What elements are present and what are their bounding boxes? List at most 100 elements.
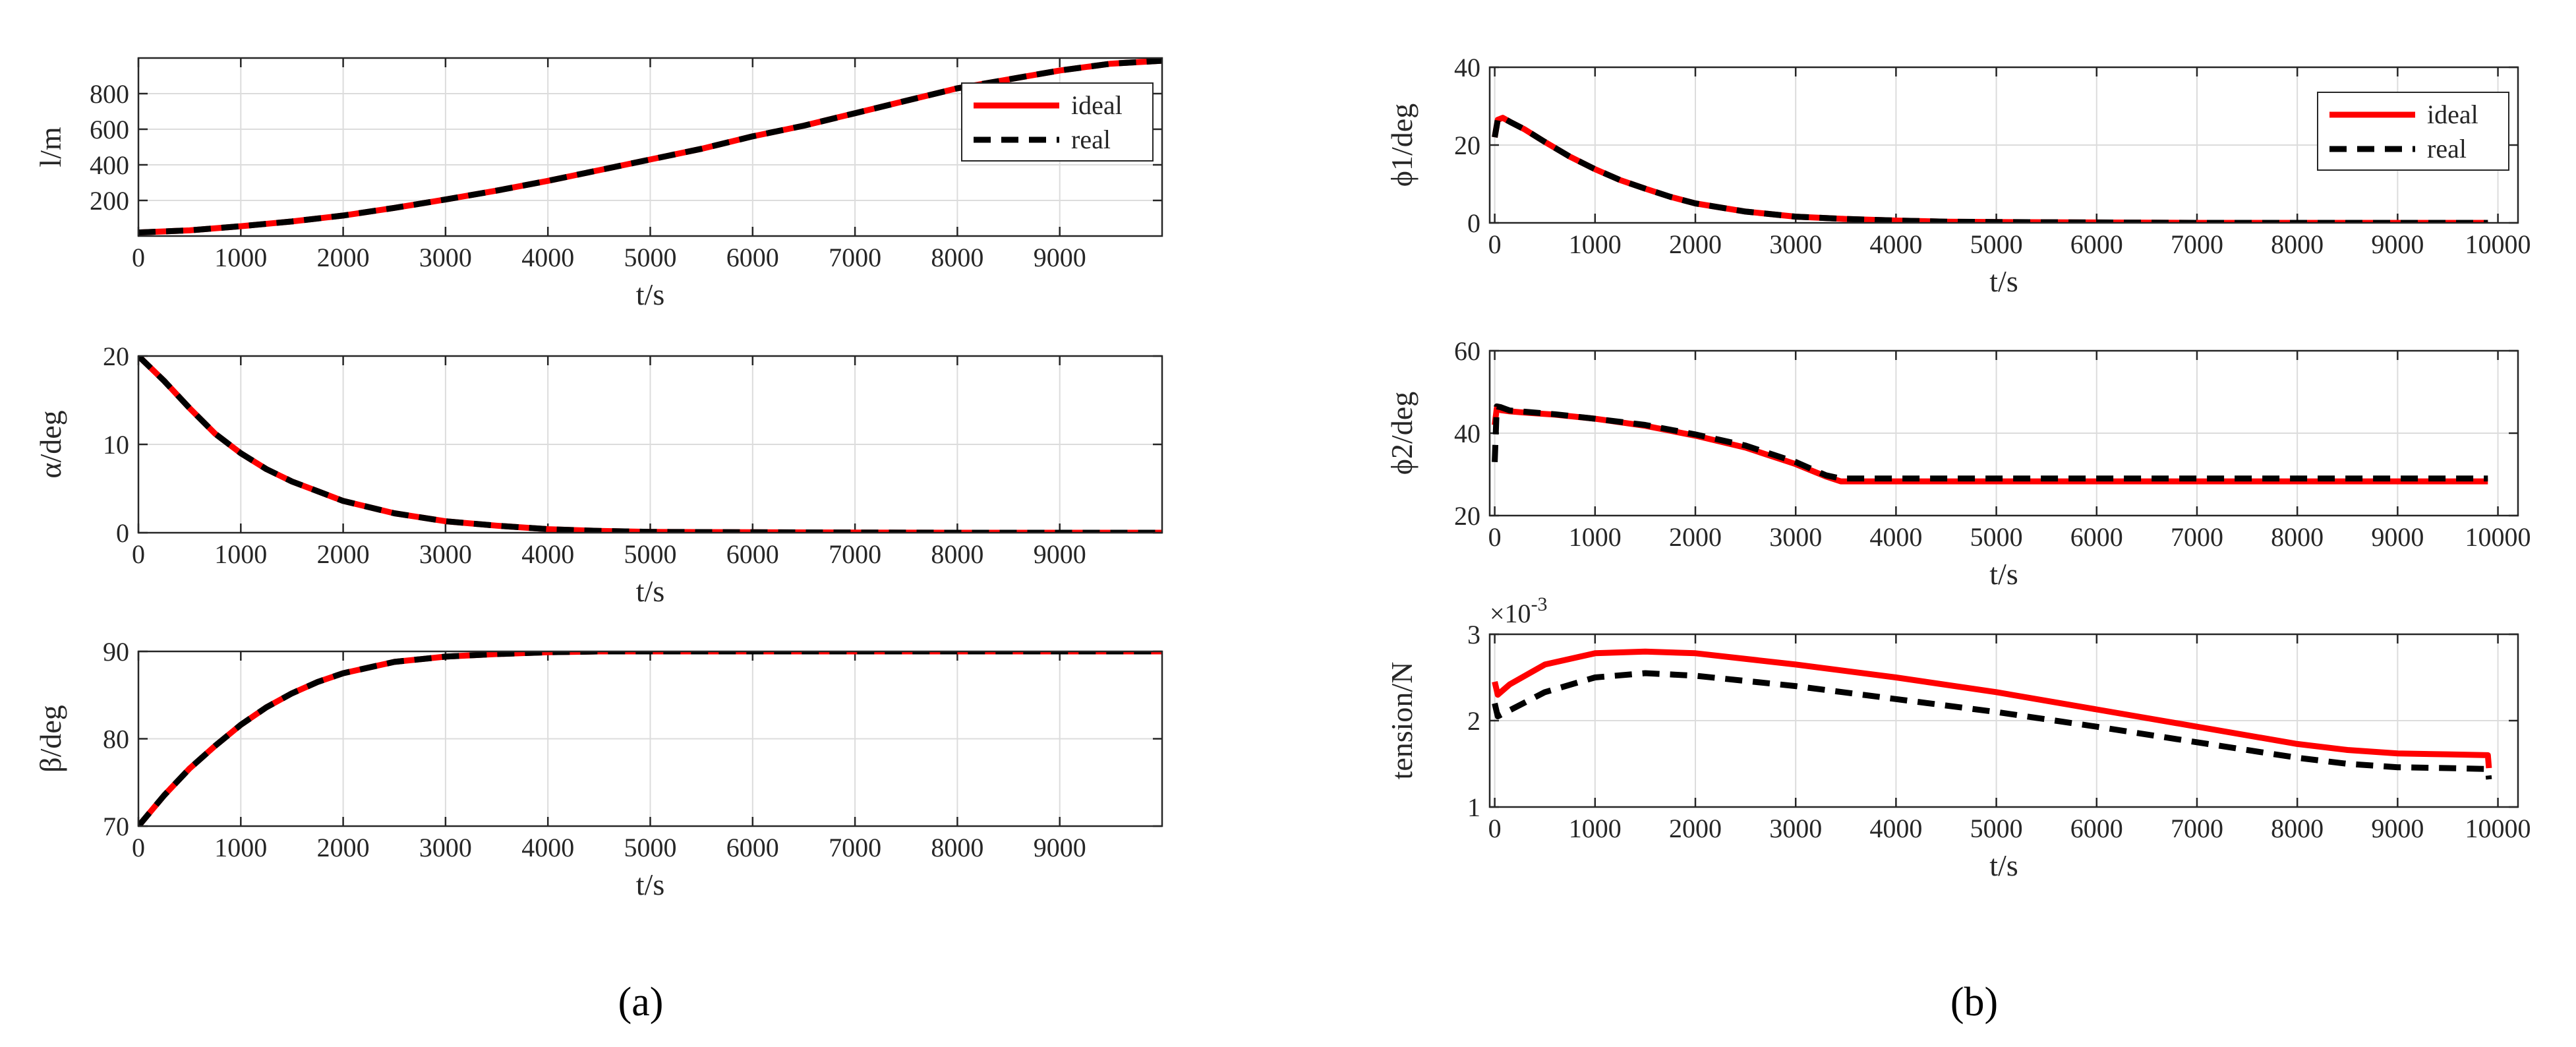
x-tick-label: 7000: [2171, 814, 2223, 843]
x-tick-label: 8000: [2271, 229, 2324, 259]
x-tick-label: 9000: [2371, 814, 2424, 843]
y-tick-label: 10: [103, 430, 129, 460]
series-real-line: [138, 58, 1162, 236]
axes-frame: [137, 57, 1163, 237]
y-tick-label: 400: [90, 150, 129, 180]
chart-phi1: 0 1000 2000 3000 4000 5000 6000 7000 8000 9000 100…: [1385, 53, 2531, 298]
series-ideal-line: [1492, 405, 2488, 485]
x-tick-label: 4000: [1869, 229, 1922, 259]
x-tick-label: 6000: [726, 243, 779, 272]
x-tick-label: 8000: [931, 539, 983, 569]
series-real-line: [138, 651, 1162, 826]
panel-label-b: (b): [1950, 980, 1998, 1025]
x-tick-label: 1000: [214, 243, 267, 272]
x-tick-label: 8000: [2271, 522, 2324, 552]
x-tick-label: 2000: [317, 833, 370, 862]
x-axis-label: t/s: [1989, 264, 2018, 298]
x-tick-label: 6000: [2070, 522, 2123, 552]
legend: ideal real: [2317, 92, 2509, 171]
x-tick-label: 5000: [624, 833, 677, 862]
x-tick-label: 8000: [931, 833, 983, 862]
chart-beta: 0 1000 2000 3000 4000 5000 6000 7000 8000 9000 70 8…: [34, 637, 1163, 901]
x-tick-label: 0: [1488, 522, 1502, 552]
chart-l: 0 1000 2000 3000 4000 5000 6000 7000 8000 9000 200…: [34, 57, 1163, 311]
x-tick-label: 0: [132, 243, 145, 272]
x-tick-label: 4000: [521, 243, 574, 272]
y-axis-label: β/deg: [34, 705, 67, 773]
x-tick-label: 4000: [521, 539, 574, 569]
x-tick-label: 3000: [1769, 229, 1822, 259]
multiplier-exponent: -3: [1531, 593, 1548, 615]
legend-label-ideal: ideal: [1071, 90, 1123, 120]
legend: ideal real: [961, 82, 1154, 162]
x-tick-label: 5000: [1970, 814, 2023, 843]
panel-label-a: (a): [618, 980, 664, 1025]
y-tick-label: 600: [90, 115, 129, 144]
y-tick-label: 40: [1454, 53, 1480, 82]
y-tick-label: 70: [103, 812, 129, 841]
plots-layer: 0 1000 2000 3000 4000 5000 6000 7000 8000 9000200…: [34, 53, 2531, 901]
chart-phi2: 0 1000 2000 3000 4000 5000 6000 7000 8000 9000 100…: [1385, 336, 2531, 591]
x-tick-label: 10000: [2465, 522, 2531, 552]
x-tick-label: 0: [1488, 814, 1502, 843]
y-tick-label: 1: [1467, 793, 1480, 822]
x-tick-label: 3000: [1769, 814, 1822, 843]
x-tick-label: 4000: [1869, 814, 1922, 843]
x-tick-label: 3000: [419, 833, 472, 862]
x-axis-label: t/s: [636, 278, 664, 311]
axes-frame: [137, 650, 1163, 827]
x-tick-label: 5000: [1970, 522, 2023, 552]
x-tick-label: 5000: [624, 539, 677, 569]
x-tick-label: 1000: [1569, 229, 1622, 259]
x-axis-label: t/s: [636, 574, 664, 608]
x-tick-label: 7000: [2171, 229, 2223, 259]
x-axis-label: t/s: [1989, 849, 2018, 882]
x-tick-label: 2000: [1669, 229, 1722, 259]
axes-frame: [137, 355, 1163, 534]
x-tick-label: 2000: [317, 539, 370, 569]
series-real-line: [1492, 670, 2492, 780]
x-axis-label: t/s: [636, 868, 664, 901]
y-axis-label: tension/N: [1385, 662, 1419, 780]
y-tick-label: 20: [1454, 501, 1480, 531]
y-axis-label: α/deg: [34, 410, 67, 478]
x-tick-label: 7000: [829, 833, 881, 862]
x-tick-label: 0: [132, 833, 145, 862]
x-tick-label: 1000: [214, 539, 267, 569]
x-tick-label: 1000: [1569, 522, 1622, 552]
x-tick-label: 7000: [2171, 522, 2223, 552]
x-tick-label: 8000: [2271, 814, 2324, 843]
y-tick-label: 80: [103, 725, 129, 754]
legend-label-real: real: [2427, 134, 2467, 164]
y-tick-label: 60: [1454, 336, 1480, 366]
x-tick-label: 0: [132, 539, 145, 569]
multiplier-base: ×10: [1490, 599, 1531, 628]
x-tick-label: 6000: [2070, 229, 2123, 259]
x-tick-label: 0: [1488, 229, 1502, 259]
chart-alpha: 0 1000 2000 3000 4000 5000 6000 7000 8000 9000 0 10…: [34, 342, 1163, 608]
x-tick-label: 10000: [2465, 814, 2531, 843]
x-tick-label: 9000: [1034, 243, 1086, 272]
x-tick-label: 2000: [317, 243, 370, 272]
legend-box: [2317, 92, 2509, 171]
y-tick-label: 0: [116, 518, 129, 548]
y-tick-label: 20: [1454, 131, 1480, 160]
y-tick-label: 2: [1467, 706, 1480, 736]
x-tick-label: 9000: [1034, 539, 1086, 569]
y-tick-label: 90: [103, 637, 129, 667]
y-tick-label: 20: [103, 342, 129, 371]
x-tick-label: 7000: [829, 243, 881, 272]
x-tick-label: 5000: [1970, 229, 2023, 259]
x-tick-label: 7000: [829, 539, 881, 569]
y-axis-label: ϕ2/deg: [1385, 392, 1419, 475]
y-tick-label: 3: [1467, 620, 1480, 649]
x-tick-label: 6000: [726, 539, 779, 569]
x-tick-label: 6000: [726, 833, 779, 862]
y-tick-label: 0: [1467, 208, 1480, 238]
x-tick-label: 9000: [1034, 833, 1086, 862]
y-tick-label: 800: [90, 79, 129, 109]
x-tick-label: 1000: [214, 833, 267, 862]
x-tick-label: 1000: [1569, 814, 1622, 843]
y-axis-label: ϕ1/deg: [1385, 104, 1419, 187]
